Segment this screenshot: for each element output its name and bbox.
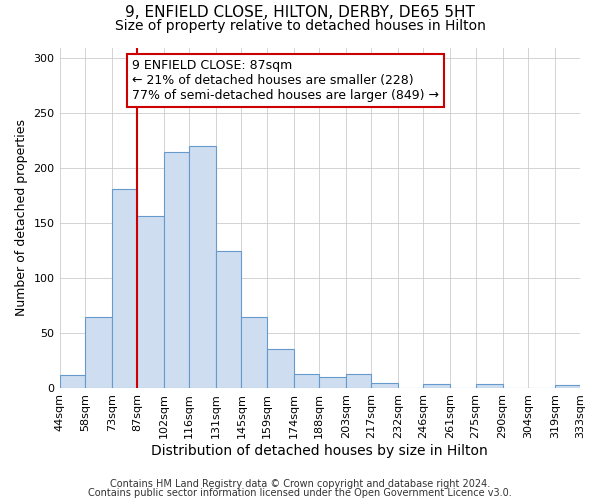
X-axis label: Distribution of detached houses by size in Hilton: Distribution of detached houses by size …: [151, 444, 488, 458]
Bar: [85, 316, 112, 388]
Bar: [424, 384, 451, 388]
Bar: [293, 374, 319, 388]
Text: Contains public sector information licensed under the Open Government Licence v3: Contains public sector information licen…: [88, 488, 512, 498]
Text: 9 ENFIELD CLOSE: 87sqm
← 21% of detached houses are smaller (228)
77% of semi-de: 9 ENFIELD CLOSE: 87sqm ← 21% of detached…: [133, 60, 439, 102]
Bar: [346, 374, 371, 388]
Bar: [266, 348, 293, 388]
Bar: [189, 146, 216, 388]
Bar: [112, 189, 137, 388]
Bar: [319, 377, 346, 388]
Bar: [476, 384, 503, 388]
Text: 9, ENFIELD CLOSE, HILTON, DERBY, DE65 5HT: 9, ENFIELD CLOSE, HILTON, DERBY, DE65 5H…: [125, 5, 475, 20]
Bar: [59, 375, 85, 388]
Y-axis label: Number of detached properties: Number of detached properties: [15, 120, 28, 316]
Bar: [555, 385, 580, 388]
Bar: [241, 316, 266, 388]
Bar: [164, 152, 189, 388]
Bar: [216, 251, 241, 388]
Bar: [371, 382, 398, 388]
Text: Size of property relative to detached houses in Hilton: Size of property relative to detached ho…: [115, 19, 485, 33]
Text: Contains HM Land Registry data © Crown copyright and database right 2024.: Contains HM Land Registry data © Crown c…: [110, 479, 490, 489]
Bar: [137, 216, 164, 388]
